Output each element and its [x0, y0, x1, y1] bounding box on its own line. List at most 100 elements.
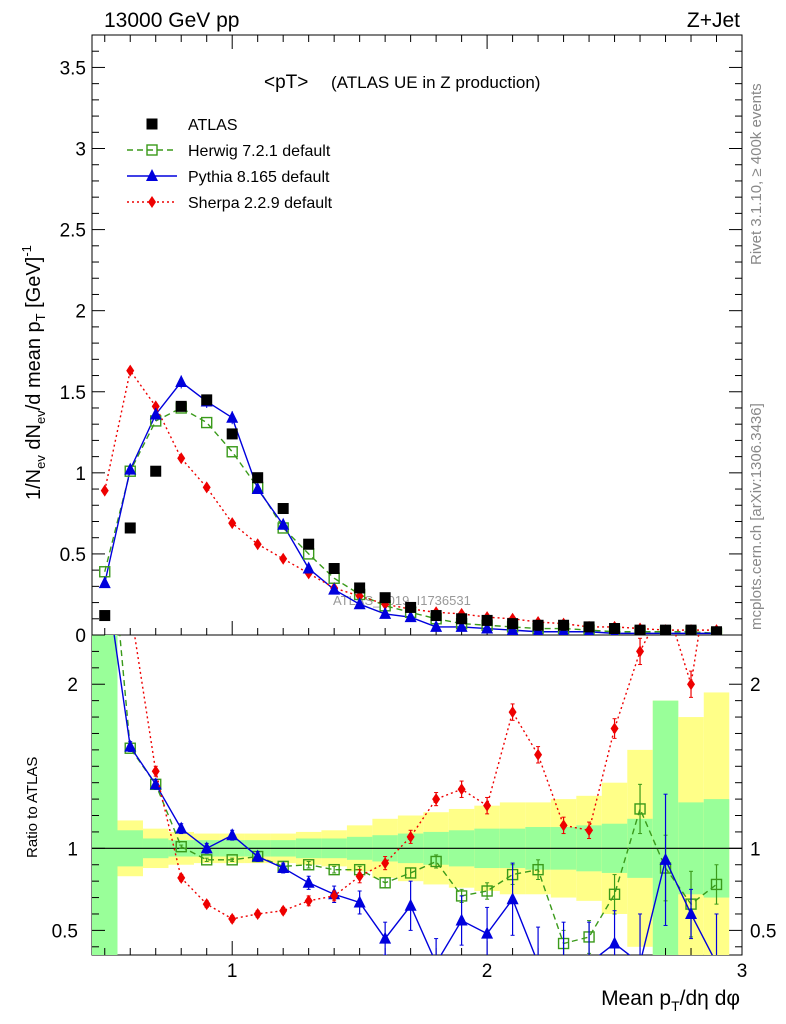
atlas-data-point: [252, 472, 264, 484]
atlas-data-point: [99, 610, 111, 622]
x-tick-label: 2: [482, 961, 493, 982]
ratio-y-tick-label: 0.5: [52, 921, 78, 942]
ratio-y-tick-label: 2: [67, 675, 78, 696]
ratio-point-2: [202, 898, 211, 911]
ratio-point-2: [432, 793, 441, 806]
ratio-point-0: [328, 863, 340, 876]
y-tick-label: 3: [75, 140, 86, 161]
svg-text:Mean pT/dη dφ: Mean pT/dη dφ: [601, 987, 740, 1014]
ratio-point-2: [304, 894, 313, 907]
sherpa-point: [279, 552, 288, 565]
ratio-point-1: [558, 956, 570, 968]
atlas-data-point: [124, 522, 136, 534]
legend-marker: [146, 169, 158, 181]
plot-title: <pT>: [264, 72, 308, 93]
y-tick-label: 1: [75, 464, 86, 485]
atlas-data-point: [609, 623, 621, 635]
ratio-line-2: [133, 635, 700, 920]
ratio-point-2: [662, 596, 670, 608]
header-left-title: 13000 GeV pp: [104, 9, 239, 32]
ratio-point-1: [685, 906, 698, 919]
atlas-data-point: [430, 610, 442, 622]
atlas-data-point: [660, 624, 672, 635]
atlas-data-point: [634, 624, 646, 635]
ratio-point-0: [404, 867, 417, 879]
atlas-data-point: [481, 614, 493, 626]
atlas-data-point: [354, 582, 366, 594]
ratio-point-1: [659, 852, 672, 865]
main-series: [98, 364, 723, 635]
ratio-point-1: [302, 875, 315, 888]
mcplots-label: mcplots.cern.ch [arXiv:1306.3436]: [748, 403, 765, 630]
atlas-data-point: [175, 400, 187, 412]
legend-entry-label: ATLAS: [188, 117, 238, 134]
ratio-point-0: [302, 859, 315, 871]
atlas-data-point: [328, 563, 340, 575]
ratio-point-1: [430, 956, 442, 968]
legend: ATLAS Herwig 7.2.1 default Pythia 8.165 de…: [127, 117, 333, 212]
ratio-point-1: [353, 895, 366, 908]
ratio-point-1: [277, 861, 290, 874]
atlas-data-point: [583, 621, 595, 633]
ratio-point-2: [253, 907, 262, 920]
sherpa-point: [202, 481, 211, 494]
atlas-data-point: [507, 618, 519, 630]
ratio-point-0: [175, 840, 187, 853]
ratio-point-2: [355, 870, 364, 883]
sherpa-point: [253, 538, 262, 551]
y-tick-label: 0.5: [60, 545, 86, 566]
ratio-point-0: [201, 854, 213, 866]
svg-text:1/Nev dNev/d mean pT [GeV]-1: 1/Nev dNev/d mean pT [GeV]-1: [19, 245, 48, 500]
ratio-point-2: [228, 912, 237, 925]
y-tick-label: 3.5: [60, 58, 86, 79]
atlas-data-point: [150, 465, 162, 477]
y-tick-label: 0: [75, 626, 86, 647]
sherpa-point: [100, 484, 109, 497]
ratio-point-2: [151, 765, 160, 778]
legend-entry-label: Herwig 7.2.1 default: [188, 143, 331, 160]
pythia-point: [353, 597, 366, 610]
ratio-point-1: [175, 821, 188, 834]
atlas-data-point: [558, 619, 570, 631]
ratio-point-1: [481, 926, 494, 939]
ratio-point-2: [687, 678, 696, 691]
pythia-point: [404, 610, 417, 623]
ratio-point-1: [506, 892, 519, 905]
atlas-data-point: [711, 626, 723, 635]
ratio-point-1: [200, 841, 213, 854]
herwig-point: [201, 416, 213, 429]
ratio-point-1: [455, 913, 468, 926]
ratio-bands: [92, 635, 730, 955]
ratio-point-2: [508, 706, 517, 719]
ratio-y-tick-label-right: 1: [750, 839, 761, 860]
ratio-y-tick-label: 1: [67, 839, 78, 860]
atlas-data-point: [277, 503, 289, 515]
ratio-point-2: [636, 645, 645, 658]
ticks: 00.511.522.533.51 2 30.5 0.51 12 2: [52, 34, 776, 982]
ratio-point-0: [226, 854, 238, 866]
ratio-point-2: [126, 601, 134, 613]
ratio-point-2: [483, 799, 492, 812]
pythia-point: [251, 482, 264, 495]
analysis-watermark: ATLAS_2019_I1736531: [333, 593, 471, 608]
atlas-data-point: [303, 538, 315, 550]
ratio-point-0: [481, 885, 493, 897]
ratio-point-0: [608, 888, 621, 900]
ratio-point-1: [634, 956, 646, 968]
ratio-series: [113, 514, 723, 968]
atlas-data-point: [532, 619, 544, 631]
sherpa-point: [151, 400, 160, 413]
legend-marker: [148, 196, 156, 208]
ratio-point-0: [430, 855, 442, 868]
ratio-point-2: [713, 514, 721, 526]
ratio-point-1: [608, 936, 621, 949]
legend-marker: [146, 118, 158, 130]
rivet-label: Rivet 3.1.10, ≥ 400k events: [748, 83, 765, 265]
ratio-point-1: [379, 931, 392, 944]
pythia-point: [481, 621, 494, 634]
ratio-point-2: [406, 830, 415, 843]
ratio-point-2: [559, 819, 568, 832]
x-tick-label: 1: [227, 961, 238, 982]
sherpa-point: [228, 517, 237, 530]
